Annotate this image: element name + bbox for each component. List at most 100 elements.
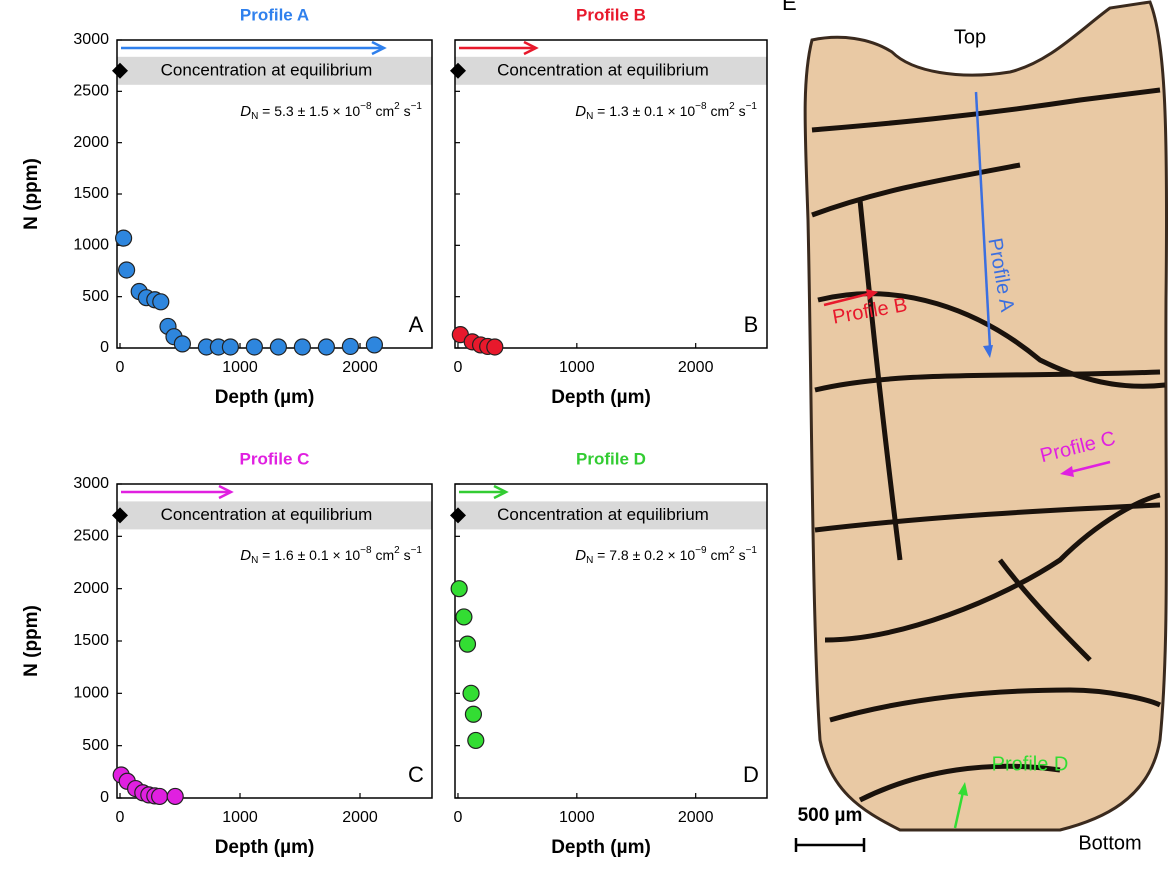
diffusivity-part: −1 <box>746 101 758 112</box>
y-tick-label: 2500 <box>73 83 109 100</box>
point <box>456 609 472 625</box>
diffusivity-part: cm <box>707 547 730 563</box>
diffusivity-part: = 7.8 ± 0.2 × 10 <box>593 547 695 563</box>
chart-title: Profile B <box>576 5 646 24</box>
diffusivity-part: N <box>586 111 593 122</box>
equilibrium-label: Concentration at equilibrium <box>497 505 709 524</box>
scale-label: 500 µm <box>798 805 863 826</box>
point <box>463 685 479 701</box>
point <box>451 581 467 597</box>
equilibrium-label: Concentration at equilibrium <box>497 60 709 79</box>
chart-title: Profile A <box>240 5 309 24</box>
point <box>465 706 481 722</box>
point <box>270 339 286 355</box>
x-tick-label: 2000 <box>342 809 378 826</box>
diffusivity: DN = 1.3 ± 0.1 × 10−8 cm2 s−1 <box>575 101 757 122</box>
plot-frame <box>117 484 432 798</box>
diffusivity-part: N <box>251 555 258 566</box>
point <box>222 339 238 355</box>
diffusivity-part: cm <box>707 103 730 119</box>
y-tick-label: 500 <box>82 737 109 754</box>
diffusivity-part: D <box>240 547 251 564</box>
point <box>366 337 382 353</box>
x-tick-label: 2000 <box>342 359 378 376</box>
x-tick-label: 0 <box>116 359 125 376</box>
y-tick-label: 2000 <box>73 580 109 597</box>
diffusivity-part: −8 <box>695 101 707 112</box>
diffusivity-part: s <box>400 103 411 119</box>
y-tick-label: 1000 <box>73 685 109 702</box>
x-tick-label: 1000 <box>222 809 258 826</box>
profile-label: Profile D <box>992 753 1069 775</box>
y-tick-label: 0 <box>100 789 109 806</box>
x-tick-label: 0 <box>454 359 463 376</box>
photo-panel: E Top Bottom Profile A Profile B Profile… <box>782 0 1167 854</box>
bottom-label: Bottom <box>1078 832 1141 854</box>
x-tick-label: 1000 <box>559 809 595 826</box>
equilibrium-label: Concentration at equilibrium <box>161 60 373 79</box>
x-axis-label: Depth (µm) <box>215 387 315 408</box>
y-tick-label: 0 <box>100 339 109 356</box>
panel-label: E <box>782 0 797 15</box>
plot-frame <box>455 484 767 798</box>
point <box>174 336 190 352</box>
x-tick-label: 0 <box>454 809 463 826</box>
x-tick-label: 2000 <box>678 809 714 826</box>
diffusivity-part: −1 <box>746 545 758 556</box>
point <box>318 339 334 355</box>
x-tick-label: 2000 <box>678 359 714 376</box>
x-axis-label: Depth (µm) <box>215 837 315 858</box>
y-tick-label: 1500 <box>73 632 109 649</box>
diffusivity-part: D <box>575 547 586 564</box>
diffusivity-part: s <box>400 547 411 563</box>
chart-title: Profile C <box>240 449 310 468</box>
y-tick-label: 3000 <box>73 31 109 48</box>
point <box>294 339 310 355</box>
diffusivity-part: −8 <box>360 545 372 556</box>
y-tick-label: 2000 <box>73 134 109 151</box>
diffusivity-part: −8 <box>360 101 372 112</box>
point <box>459 636 475 652</box>
diffusivity-part: s <box>735 103 746 119</box>
figure: E Top Bottom Profile A Profile B Profile… <box>0 0 1173 869</box>
chart-title: Profile D <box>576 449 646 468</box>
y-axis-label: N (ppm) <box>21 158 42 230</box>
x-tick-label: 0 <box>116 809 125 826</box>
top-label: Top <box>954 26 986 48</box>
y-tick-label: 500 <box>82 288 109 305</box>
y-axis-label: N (ppm) <box>21 605 42 677</box>
diffusivity-part: −1 <box>411 101 423 112</box>
x-axis-label: Depth (µm) <box>551 837 651 858</box>
diffusivity: DN = 7.8 ± 0.2 × 10−9 cm2 s−1 <box>575 545 757 566</box>
y-tick-label: 1000 <box>73 237 109 254</box>
panel-label: D <box>743 762 759 787</box>
x-tick-label: 1000 <box>222 359 258 376</box>
page: {"chart_data": [ {"type": "scatter", "ti… <box>0 0 1173 869</box>
x-axis-label: Depth (µm) <box>551 387 651 408</box>
panel-label: A <box>409 312 424 337</box>
x-tick-label: 1000 <box>559 359 595 376</box>
panel-label: C <box>408 762 424 787</box>
diffusivity-part: s <box>735 547 746 563</box>
diffusivity-part: D <box>575 103 586 120</box>
point <box>116 230 132 246</box>
diffusivity-part: D <box>240 103 251 120</box>
point <box>153 294 169 310</box>
panel-label: B <box>744 312 759 337</box>
y-tick-label: 2500 <box>73 528 109 545</box>
diffusivity-part: N <box>251 111 258 122</box>
point <box>167 788 183 804</box>
scale-bar <box>796 838 864 852</box>
diffusivity-part: N <box>586 555 593 566</box>
diffusivity-part: cm <box>372 103 395 119</box>
diffusivity: DN = 1.6 ± 0.1 × 10−8 cm2 s−1 <box>240 545 422 566</box>
diffusivity-part: = 5.3 ± 1.5 × 10 <box>258 103 360 119</box>
point <box>468 732 484 748</box>
diffusivity-part: = 1.6 ± 0.1 × 10 <box>258 547 360 563</box>
plot-frame <box>455 40 767 348</box>
y-tick-label: 3000 <box>73 475 109 492</box>
point <box>487 339 503 355</box>
diffusivity-part: cm <box>372 547 395 563</box>
y-tick-label: 1500 <box>73 185 109 202</box>
point <box>152 788 168 804</box>
